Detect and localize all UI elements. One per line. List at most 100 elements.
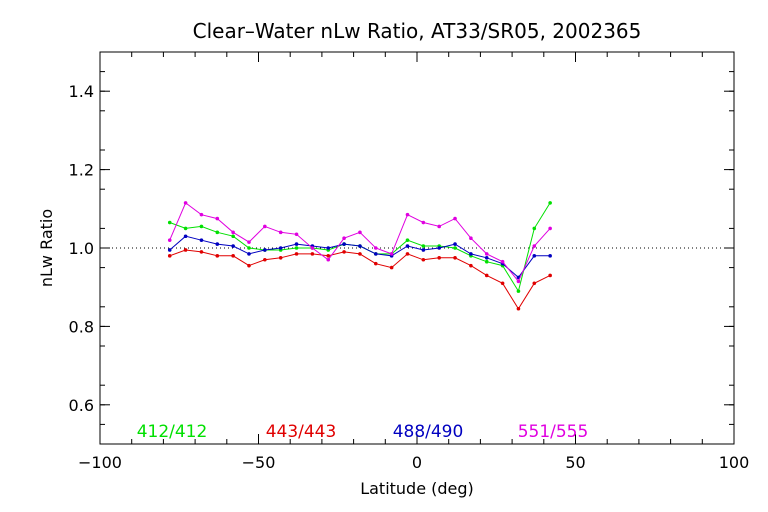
data-point bbox=[310, 246, 315, 250]
data-point bbox=[500, 259, 505, 264]
data-point bbox=[247, 240, 251, 244]
data-point bbox=[421, 220, 426, 225]
y-axis-label: nLw Ratio bbox=[37, 209, 56, 287]
data-point bbox=[167, 248, 172, 252]
data-point bbox=[199, 238, 204, 242]
x-tick-label: 50 bbox=[565, 453, 585, 472]
data-point bbox=[278, 246, 283, 250]
y-tick-label: 1.0 bbox=[69, 239, 94, 258]
data-point bbox=[310, 252, 315, 256]
data-point bbox=[405, 244, 410, 248]
data-point bbox=[437, 246, 441, 250]
x-tick-label: −100 bbox=[78, 453, 122, 472]
data-point bbox=[231, 254, 235, 258]
data-point bbox=[231, 244, 235, 248]
y-tick-label: 1.2 bbox=[69, 161, 94, 180]
data-point bbox=[405, 212, 410, 217]
x-tick-label: 100 bbox=[719, 453, 750, 472]
data-point bbox=[199, 212, 204, 217]
data-point bbox=[548, 226, 552, 231]
data-point bbox=[183, 201, 188, 205]
data-point bbox=[437, 224, 441, 229]
data-point bbox=[326, 246, 331, 250]
data-point bbox=[199, 224, 204, 229]
data-point bbox=[342, 250, 346, 254]
data-point bbox=[532, 244, 537, 248]
x-tick-label: 0 bbox=[412, 453, 422, 472]
data-point bbox=[358, 230, 362, 235]
data-point bbox=[183, 226, 188, 231]
data-point bbox=[231, 230, 235, 235]
data-point bbox=[326, 254, 331, 258]
legend-entry: 551/555 bbox=[518, 422, 589, 442]
data-point bbox=[532, 281, 537, 286]
data-point bbox=[263, 224, 267, 229]
series-443-443 bbox=[167, 248, 552, 311]
data-point bbox=[389, 265, 394, 270]
data-point bbox=[247, 252, 251, 256]
data-point bbox=[167, 220, 172, 225]
legend-entry: 412/412 bbox=[137, 422, 208, 442]
data-point bbox=[516, 279, 521, 284]
data-point bbox=[215, 254, 220, 258]
data-point bbox=[373, 246, 378, 250]
data-point bbox=[548, 254, 552, 258]
data-point bbox=[532, 254, 537, 258]
data-point bbox=[469, 236, 473, 240]
series-line bbox=[169, 202, 551, 283]
data-point bbox=[247, 246, 251, 250]
data-point bbox=[231, 234, 235, 239]
data-point bbox=[516, 289, 521, 293]
data-point bbox=[167, 254, 172, 258]
data-point bbox=[167, 238, 172, 242]
data-point bbox=[484, 273, 489, 278]
data-point bbox=[278, 230, 283, 235]
x-axis-label: Latitude (deg) bbox=[360, 479, 474, 498]
data-point bbox=[373, 261, 378, 266]
data-point bbox=[469, 263, 473, 268]
data-point bbox=[469, 252, 473, 256]
legend-layer: 412/412 443/443 488/490 551/555 bbox=[137, 422, 589, 442]
x-tick-label: −50 bbox=[242, 453, 276, 472]
data-point bbox=[215, 242, 220, 246]
data-point bbox=[484, 259, 489, 264]
y-tick-label: 0.6 bbox=[69, 396, 94, 415]
data-point bbox=[437, 255, 441, 260]
y-tick-label: 1.4 bbox=[69, 82, 94, 101]
data-point bbox=[373, 252, 378, 256]
data-point bbox=[453, 255, 457, 260]
data-point bbox=[500, 281, 505, 286]
data-point bbox=[294, 252, 299, 256]
series-layer bbox=[167, 201, 552, 311]
legend-entry: 443/443 bbox=[266, 422, 337, 442]
data-point bbox=[199, 250, 204, 254]
data-point bbox=[548, 201, 552, 205]
data-point bbox=[342, 236, 346, 240]
data-point bbox=[358, 252, 362, 256]
data-point bbox=[294, 242, 299, 246]
data-point bbox=[405, 252, 410, 256]
data-point bbox=[548, 273, 552, 278]
chart-title: Clear–Water nLw Ratio, AT33/SR05, 200236… bbox=[193, 19, 642, 43]
legend-entry: 488/490 bbox=[393, 422, 464, 442]
data-point bbox=[453, 216, 457, 221]
series-488-490 bbox=[167, 234, 552, 280]
data-point bbox=[516, 306, 521, 311]
data-point bbox=[263, 257, 267, 262]
data-point bbox=[215, 216, 220, 221]
data-point bbox=[247, 263, 251, 268]
data-point bbox=[358, 244, 362, 248]
data-point bbox=[183, 248, 188, 252]
data-point bbox=[263, 248, 267, 252]
data-point bbox=[453, 242, 457, 246]
y-tick-label: 0.8 bbox=[69, 317, 94, 336]
data-point bbox=[183, 234, 188, 239]
data-point bbox=[484, 255, 489, 260]
series-551-555 bbox=[167, 201, 552, 284]
data-point bbox=[484, 252, 489, 256]
ticks-layer: −100 −50 0 50 100 0.6 0.8 1.0 1.2 1.4 bbox=[69, 52, 750, 472]
data-point bbox=[453, 246, 457, 250]
series-line bbox=[169, 249, 551, 310]
data-point bbox=[421, 248, 426, 252]
data-point bbox=[532, 226, 537, 231]
